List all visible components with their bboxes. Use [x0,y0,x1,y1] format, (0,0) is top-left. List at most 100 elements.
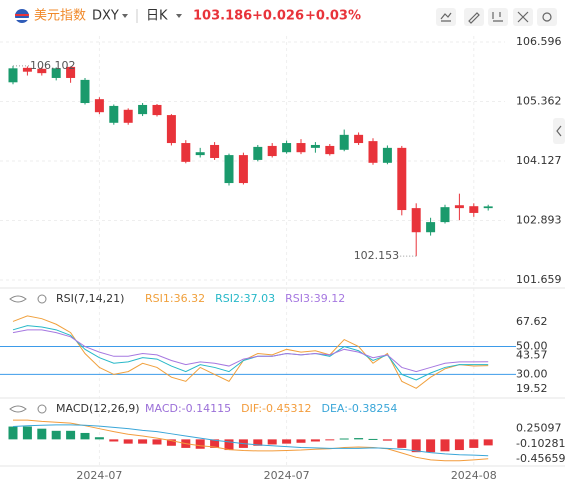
macd-bar [37,428,47,440]
y-tick-label: -0.45659 [516,452,565,465]
tool-button[interactable] [436,8,456,26]
legend-entry: DEA:-0.38254 [322,402,398,415]
macd-bar [94,437,104,440]
candle-body [469,206,479,213]
y-tick-label: 0.25097 [516,422,562,435]
candle-body [411,208,421,233]
candle-body [296,143,306,153]
y-tick-label: 19.52 [516,382,548,395]
legend-entry: RSI1:36.32 [145,292,205,305]
x-tick-label: 2024-08 [451,469,497,482]
macd-bar [310,439,320,442]
macd-bar [195,439,205,449]
candle-body [253,146,263,160]
y-tick-label: 105.362 [516,94,562,107]
indicator-line [13,419,489,462]
candle-body [37,68,47,74]
macd-bar [368,438,378,440]
tool-button[interactable] [488,8,508,26]
candle-body [426,222,436,233]
candle-body [152,104,162,116]
macd-bar [51,430,61,440]
dropdown-arrow [176,14,182,18]
price: 103.186 [193,9,252,24]
macd-bar [210,439,220,448]
low-label: 102.153 [354,249,400,262]
candle-body [454,205,464,209]
macd-bar [296,439,306,443]
macd-bar [483,439,493,446]
y-tick-label: 43.57 [516,349,548,362]
flag-stripe [15,14,29,16]
macd-bar [397,439,407,448]
candle-body [66,66,76,78]
candle-body [80,79,90,104]
candle-body [310,144,320,148]
legend-entry: DIF:-0.45312 [241,402,311,415]
candle-body [195,152,205,156]
dropdown-arrow [122,14,128,18]
macd-bar [22,426,32,440]
macd-bar [224,439,234,451]
settings-icon[interactable] [37,294,47,304]
macd-bar [339,438,349,440]
macd-bar [426,439,436,453]
period[interactable]: 日K [146,9,168,24]
indicator-title: MACD(12,26,9) [56,402,140,415]
y-tick-label: 104.127 [516,154,562,167]
settings-icon[interactable] [37,404,47,414]
tool-icon [542,12,552,22]
macd-bar [469,439,479,448]
macd-bar [267,439,277,445]
macd-bar [454,439,464,451]
y-tick-label: 67.62 [516,315,548,328]
candle-body [51,68,61,78]
indicator-line [12,329,489,373]
tool-icon [492,12,503,22]
candle-body [109,105,119,123]
candle-body [397,147,407,211]
candle-body [94,99,104,113]
macd-bar [152,439,162,445]
macd-bar [109,439,119,442]
y-tick-label: 106.596 [516,35,562,48]
macd-bar [440,439,450,452]
candle-body [224,155,234,184]
eye-icon[interactable] [9,405,27,413]
candle-body [210,144,220,158]
collapse-button[interactable] [553,118,565,144]
candle-body [238,155,248,184]
header: 美元指数 DXY 日K 103.186 +0.026 +0.03% [15,8,565,144]
change-pct: +0.03% [305,9,361,24]
candle-body [325,145,335,155]
tool-button[interactable] [464,8,484,26]
x-tick-label: 2024-07 [264,469,310,482]
candle-body [282,143,292,153]
legend-entry: RSI3:39.12 [285,292,345,305]
eye-icon[interactable] [9,295,27,303]
candle-body [181,143,191,162]
candle-body [368,141,378,163]
tool-icon [468,12,480,24]
index-name: 美元指数 [34,9,86,24]
tool-button[interactable] [537,8,557,26]
candle-body [483,206,493,209]
legend-entry: MACD:-0.14115 [145,402,231,415]
macd-bar [411,439,421,453]
macd-bar [166,439,176,446]
legend-entry: RSI2:37.03 [215,292,275,305]
macd-bar [253,439,263,446]
indicator-line [12,424,489,457]
candle-body [339,134,349,150]
macd-bar [138,439,148,444]
y-tick-label: -0.10281 [516,437,565,450]
candle-body [166,115,176,144]
macd-bar [123,439,133,444]
macd-bar [66,430,76,440]
y-tick-label: 30.00 [516,367,548,380]
candle-body [382,147,392,163]
tool-icon [440,12,452,22]
symbol[interactable]: DXY [92,9,119,24]
